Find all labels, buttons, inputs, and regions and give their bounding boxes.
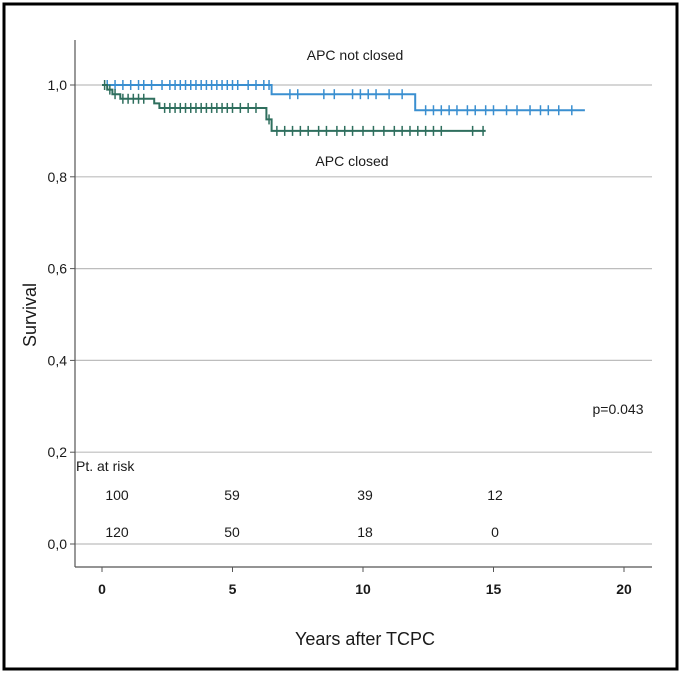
y-tick-label-1: 0,2 bbox=[48, 444, 68, 460]
risk-cell-1-2: 18 bbox=[357, 524, 373, 540]
risk-cell-1-0: 120 bbox=[105, 524, 129, 540]
y-tick-label-2: 0,4 bbox=[48, 352, 68, 368]
x-tick-label-4: 20 bbox=[616, 581, 632, 597]
y-tick-label-4: 0,8 bbox=[48, 169, 68, 185]
risk-cell-0-0: 100 bbox=[105, 487, 129, 503]
figure-border bbox=[2, 2, 679, 671]
label-apc-not-closed: APC not closed bbox=[307, 47, 404, 63]
risk-table: 100 59 39 12 120 50 18 0 bbox=[105, 487, 503, 540]
risk-table-title: Pt. at risk bbox=[76, 458, 135, 474]
x-tick-label-1: 5 bbox=[229, 581, 237, 597]
p-value: p=0.043 bbox=[593, 401, 644, 417]
x-axis-title: Years after TCPC bbox=[295, 629, 435, 649]
y-tick-label-5: 1,0 bbox=[48, 77, 68, 93]
x-tick-label-3: 15 bbox=[486, 581, 502, 597]
series-1 bbox=[102, 80, 486, 136]
survival-curve-1 bbox=[102, 84, 486, 132]
series-0 bbox=[102, 80, 585, 116]
y-axis-title: Survival bbox=[20, 283, 40, 347]
risk-cell-1-1: 50 bbox=[224, 524, 240, 540]
survival-curve-0 bbox=[102, 84, 585, 112]
y-tick-label-3: 0,6 bbox=[48, 261, 68, 277]
label-apc-closed: APC closed bbox=[315, 153, 388, 169]
risk-cell-0-3: 12 bbox=[487, 487, 503, 503]
x-tick-labels: 0 5 10 15 20 bbox=[98, 567, 632, 597]
series-layer bbox=[102, 80, 585, 136]
y-tick-labels: 0,0 0,2 0,4 0,6 0,8 1,0 bbox=[48, 77, 75, 552]
risk-cell-0-2: 39 bbox=[357, 487, 373, 503]
risk-cell-0-1: 59 bbox=[224, 487, 240, 503]
y-tick-label-0: 0,0 bbox=[48, 536, 68, 552]
x-tick-label-2: 10 bbox=[355, 581, 371, 597]
risk-cell-1-3: 0 bbox=[491, 524, 499, 540]
x-tick-label-0: 0 bbox=[98, 581, 106, 597]
